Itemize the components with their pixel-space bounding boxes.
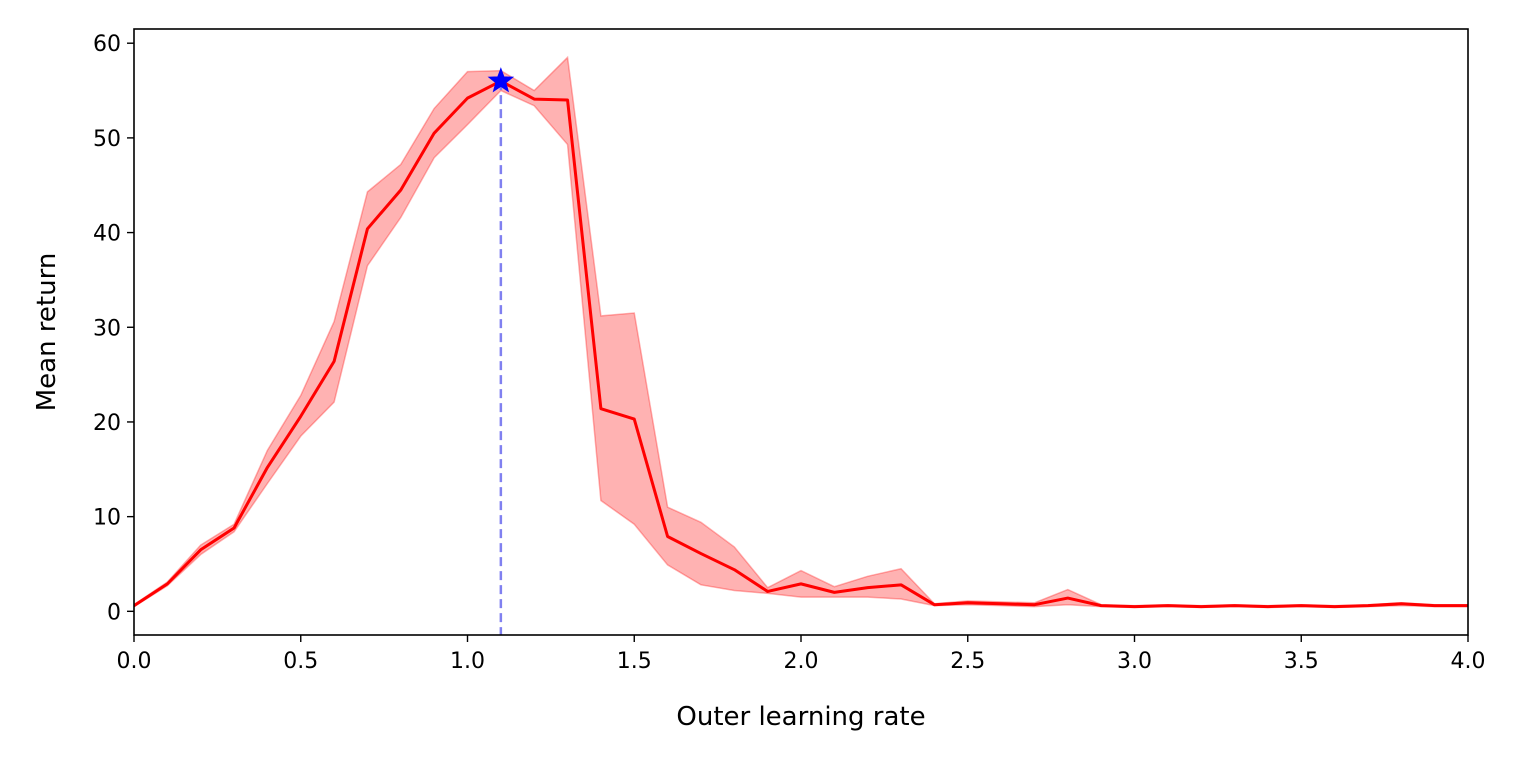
y-tick-label: 20 [93, 411, 121, 436]
x-tick-label: 3.5 [1284, 649, 1319, 674]
mean-return-line [134, 79, 1468, 609]
y-tick-label: 0 [107, 600, 121, 625]
x-tick-label: 3.0 [1117, 649, 1152, 674]
x-tick-label: 1.0 [450, 649, 485, 674]
x-tick-label: 4.0 [1451, 649, 1486, 674]
y-tick-label: 10 [93, 506, 121, 531]
x-axis: 0.0 0.5 1.0 1.5 2.0 2.5 3.0 3.5 4.0 [117, 635, 1486, 674]
plot-area [133, 28, 1469, 636]
y-tick-label: 30 [93, 316, 121, 341]
y-tick-label: 50 [93, 127, 121, 152]
y-axis-label: Mean return [32, 253, 62, 412]
y-axis: 0 10 20 30 40 50 60 [93, 32, 134, 625]
x-tick-label: 1.5 [617, 649, 652, 674]
x-tick-label: 0.5 [283, 649, 318, 674]
y-tick-label: 60 [93, 32, 121, 57]
x-tick-label: 0.0 [117, 649, 152, 674]
x-tick-label: 2.0 [784, 649, 819, 674]
confidence-band [134, 55, 1468, 609]
best-star-marker [487, 67, 515, 93]
plot-content [134, 55, 1468, 635]
x-tick-label: 2.5 [950, 649, 985, 674]
x-axis-label: Outer learning rate [676, 702, 925, 732]
y-tick-label: 40 [93, 222, 121, 247]
